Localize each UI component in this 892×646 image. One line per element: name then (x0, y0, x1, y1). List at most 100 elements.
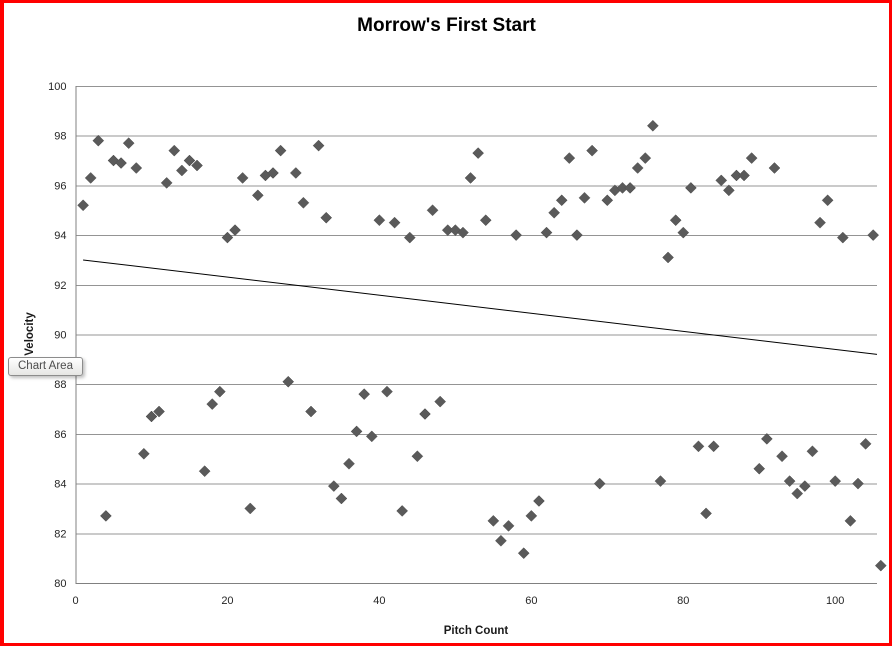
data-point[interactable] (798, 480, 811, 492)
data-point[interactable] (183, 154, 196, 167)
data-point[interactable] (213, 385, 226, 398)
data-point[interactable] (783, 475, 796, 487)
data-point[interactable] (517, 547, 530, 560)
data-point[interactable] (457, 226, 469, 239)
data-point[interactable] (350, 425, 363, 438)
trendline[interactable] (83, 259, 878, 355)
data-point[interactable] (206, 398, 219, 410)
data-point[interactable] (745, 152, 758, 164)
data-point[interactable] (852, 477, 864, 490)
data-point[interactable] (138, 447, 150, 460)
data-point[interactable] (624, 182, 636, 194)
data-point[interactable] (419, 408, 431, 420)
data-point[interactable] (244, 502, 257, 515)
data-point[interactable] (84, 172, 97, 184)
data-point[interactable] (305, 405, 317, 418)
data-point[interactable] (107, 154, 120, 167)
data-point[interactable] (669, 214, 682, 227)
data-point[interactable] (426, 204, 439, 217)
data-point[interactable] (411, 450, 424, 463)
data-point[interactable] (479, 214, 492, 227)
data-point[interactable] (814, 216, 826, 229)
data-point[interactable] (601, 194, 614, 207)
data-point[interactable] (685, 182, 697, 194)
data-point[interactable] (381, 385, 393, 398)
data-point[interactable] (753, 462, 766, 475)
data-point[interactable] (533, 495, 545, 507)
data-point[interactable] (874, 559, 887, 572)
data-point[interactable] (92, 134, 105, 147)
data-point[interactable] (563, 152, 576, 164)
data-point[interactable] (859, 437, 872, 450)
data-point[interactable] (700, 507, 712, 520)
data-point[interactable] (403, 231, 416, 244)
data-point[interactable] (221, 231, 234, 244)
data-point[interactable] (396, 505, 409, 517)
data-point[interactable] (198, 465, 211, 478)
data-point[interactable] (836, 231, 849, 244)
data-point[interactable] (723, 184, 735, 197)
data-point[interactable] (327, 480, 340, 492)
data-point[interactable] (77, 199, 89, 212)
data-point[interactable] (715, 174, 728, 187)
data-point[interactable] (654, 475, 667, 487)
data-point[interactable] (707, 440, 720, 453)
data-point[interactable] (289, 167, 302, 179)
data-point[interactable] (236, 172, 249, 184)
data-point[interactable] (168, 144, 181, 157)
plot-area[interactable]: 80 82 84 86 88 90 92 94 96 98 100 0 20 40 60 80 100 (4, 3, 892, 646)
data-point[interactable] (768, 162, 781, 174)
data-point[interactable] (540, 226, 553, 239)
data-point[interactable] (677, 226, 690, 239)
data-point[interactable] (472, 147, 485, 159)
x-axis-title[interactable]: Pitch Count (443, 625, 509, 637)
data-point[interactable] (791, 487, 804, 500)
data-point[interactable] (821, 194, 834, 207)
data-point[interactable] (153, 405, 165, 418)
data-point[interactable] (267, 167, 279, 179)
data-point[interactable] (760, 433, 773, 445)
data-point[interactable] (639, 152, 652, 164)
data-point[interactable] (548, 206, 560, 219)
data-point[interactable] (806, 445, 819, 458)
data-point[interactable] (555, 194, 568, 207)
data-point[interactable] (130, 162, 143, 174)
data-point[interactable] (510, 229, 522, 241)
data-point[interactable] (115, 157, 127, 169)
data-point[interactable] (647, 119, 659, 132)
data-point[interactable] (122, 137, 135, 150)
data-point[interactable] (776, 450, 788, 463)
data-point[interactable] (738, 169, 750, 182)
data-point[interactable] (358, 388, 371, 400)
data-point[interactable] (434, 395, 447, 408)
data-point[interactable] (160, 177, 173, 189)
data-point[interactable] (373, 214, 386, 227)
data-point[interactable] (343, 457, 355, 470)
data-point[interactable] (502, 519, 515, 532)
data-point[interactable] (692, 440, 705, 453)
data-point[interactable] (388, 216, 401, 229)
data-point[interactable] (867, 229, 880, 241)
data-point[interactable] (829, 475, 842, 487)
data-point[interactable] (191, 159, 203, 172)
data-point[interactable] (487, 515, 500, 527)
data-point[interactable] (586, 144, 598, 157)
data-point[interactable] (365, 430, 378, 443)
data-point[interactable] (320, 211, 333, 224)
data-point[interactable] (274, 144, 287, 157)
data-point[interactable] (844, 515, 857, 527)
y-axis-title[interactable]: Velocity (24, 312, 36, 356)
data-point[interactable] (662, 251, 674, 264)
data-point[interactable] (335, 492, 348, 505)
data-point[interactable] (176, 164, 188, 177)
data-point[interactable] (495, 534, 507, 547)
data-point[interactable] (312, 139, 325, 152)
data-point[interactable] (593, 477, 606, 490)
data-point[interactable] (297, 196, 310, 209)
data-point[interactable] (525, 510, 538, 522)
data-point[interactable] (251, 189, 264, 202)
data-point[interactable] (449, 224, 462, 236)
data-point[interactable] (464, 172, 477, 184)
data-point[interactable] (145, 410, 158, 423)
